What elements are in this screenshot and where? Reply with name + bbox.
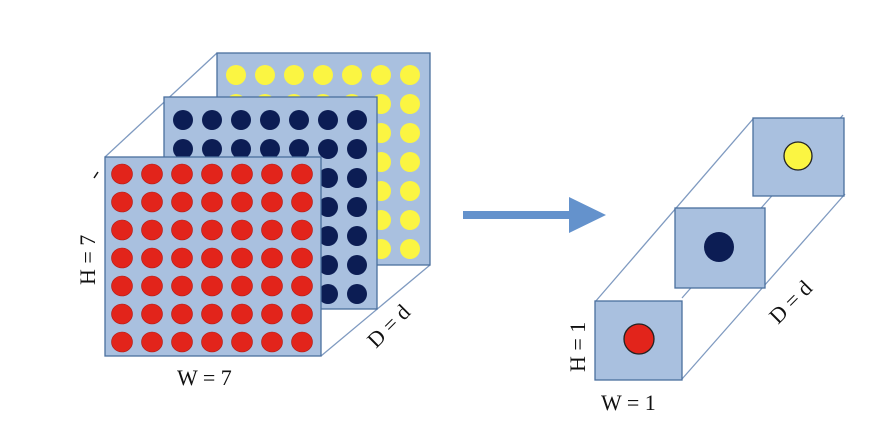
yellow-dot [400, 210, 420, 230]
navy-dot [318, 139, 338, 159]
red-dot [291, 331, 313, 353]
red-dot [291, 219, 313, 241]
red-dot [261, 247, 283, 269]
stray-tick [93, 171, 99, 179]
navy-dot [202, 110, 222, 130]
navy-dot [260, 110, 280, 130]
pooled-yellow-cell [752, 117, 845, 197]
left-width-label: W = 7 [177, 365, 232, 390]
red-dot [171, 247, 193, 269]
red-dot [111, 331, 133, 353]
navy-dot [347, 197, 367, 217]
red-dot [261, 331, 283, 353]
navy-dot [231, 139, 251, 159]
left-height-label: H = 7 [75, 235, 100, 285]
navy-dot [347, 168, 367, 188]
red-dot [141, 275, 163, 297]
red-dot [111, 275, 133, 297]
navy-dot [347, 226, 367, 246]
right-height-label: H = 1 [565, 322, 590, 372]
red-dot [231, 247, 253, 269]
red-layer [104, 156, 322, 357]
yellow-dot [342, 65, 362, 85]
red-dot [291, 303, 313, 325]
navy-dot [289, 110, 309, 130]
red-dot [231, 275, 253, 297]
red-dot [141, 303, 163, 325]
right-arrow-icon [463, 197, 606, 233]
red-dot [171, 275, 193, 297]
red-dot [291, 163, 313, 185]
red-dot [141, 163, 163, 185]
red-dot [111, 163, 133, 185]
right-width-label: W = 1 [601, 390, 656, 415]
navy-dot [318, 197, 338, 217]
yellow-dot [400, 152, 420, 172]
red-dot [261, 163, 283, 185]
navy-dot [231, 110, 251, 130]
red-dot [141, 191, 163, 213]
yellow-dot [400, 65, 420, 85]
yellow-dot [255, 65, 275, 85]
red-dot [111, 219, 133, 241]
pooled-red-cell [594, 300, 683, 381]
yellow-dot [284, 65, 304, 85]
red-dot [111, 247, 133, 269]
red-dot [171, 331, 193, 353]
red-dot [201, 219, 223, 241]
red-dot [141, 331, 163, 353]
red-dot [171, 163, 193, 185]
red-dot [141, 219, 163, 241]
yellow-dot [313, 65, 333, 85]
yellow-dot [400, 123, 420, 143]
red-dot [141, 247, 163, 269]
yellow-dot [400, 181, 420, 201]
navy-dot [347, 139, 367, 159]
navy-dot [202, 139, 222, 159]
red-dot [171, 303, 193, 325]
red-dot [201, 247, 223, 269]
navy-dot [260, 139, 280, 159]
navy-dot [318, 255, 338, 275]
right-depth-label: D = d [764, 275, 817, 328]
navy-dot [173, 110, 193, 130]
yellow-dot [226, 65, 246, 85]
navy-dot [173, 139, 193, 159]
yellow-dot [400, 239, 420, 259]
red-dot [171, 219, 193, 241]
red-dot [201, 303, 223, 325]
red-dot [201, 331, 223, 353]
red-dot [231, 191, 253, 213]
red-dot [231, 219, 253, 241]
navy-dot [347, 255, 367, 275]
red-dot [231, 303, 253, 325]
red-dot [291, 247, 313, 269]
yellow-dot [400, 94, 420, 114]
red-dot [291, 191, 313, 213]
red-dot [261, 219, 283, 241]
navy-dot [347, 284, 367, 304]
navy-dot [289, 139, 309, 159]
red-dot [111, 303, 133, 325]
red-dot [201, 163, 223, 185]
red-dot [261, 191, 283, 213]
red-dot [291, 275, 313, 297]
red-dot [111, 191, 133, 213]
red-dot [171, 191, 193, 213]
navy-dot [318, 110, 338, 130]
red-dot [231, 331, 253, 353]
red-dot [261, 303, 283, 325]
red-dot [201, 191, 223, 213]
navy-dot [318, 168, 338, 188]
navy-dot [347, 110, 367, 130]
navy-dot [318, 284, 338, 304]
red-dot [201, 275, 223, 297]
red-dot [231, 163, 253, 185]
navy-dot [318, 226, 338, 246]
yellow-dot [371, 65, 391, 85]
pooled-navy-cell [674, 207, 766, 289]
red-dot [261, 275, 283, 297]
